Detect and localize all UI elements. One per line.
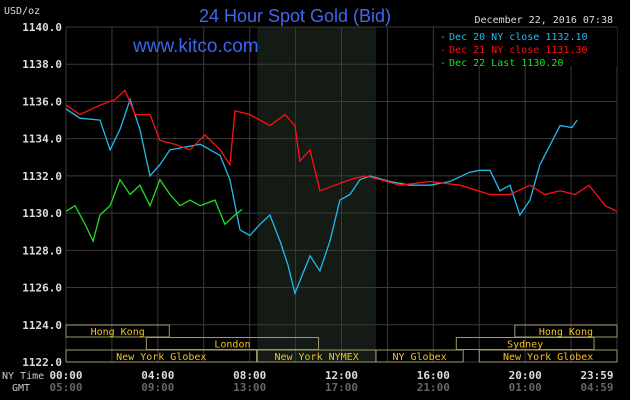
x-tick-label-ny: 12:00 [325, 369, 358, 382]
y-tick-label: 1132.0 [22, 170, 62, 183]
legend-box [434, 28, 617, 66]
y-axis-label: USD/oz [4, 6, 40, 17]
x-tick-label-ny: 16:00 [417, 369, 450, 382]
x-tick-label-gmt: 17:00 [325, 381, 358, 394]
ny-time-label: NY Time [2, 371, 44, 382]
y-tick-label: 1130.0 [22, 207, 62, 220]
series-lines [65, 89, 618, 296]
session-label: Sydney [507, 340, 543, 351]
x-tick-label-gmt: 01:00 [509, 381, 542, 394]
x-tick-label-gmt: 13:00 [233, 381, 266, 394]
x-tick-label-ny: 23:59 [580, 369, 613, 382]
chart-title: 24 Hour Spot Gold (Bid) [199, 6, 391, 26]
legend-item-dec20: - Dec 20 NY close 1132.10 [440, 32, 588, 43]
grid [65, 26, 618, 363]
session-label: New York Globex [116, 352, 206, 363]
x-tick-label-ny: 00:00 [49, 369, 82, 382]
x-tick-label-gmt: 09:00 [141, 381, 174, 394]
y-tick-label: 1122.0 [22, 356, 62, 369]
y-tick-label: 1136.0 [22, 95, 62, 108]
nymex-hours-shade [257, 27, 376, 362]
session-label: New York NYMEX [274, 352, 358, 363]
x-tick-label-gmt: 05:00 [49, 381, 82, 394]
session-bar [65, 324, 170, 338]
y-tick-label: 1124.0 [22, 319, 62, 332]
gmt-label: GMT [12, 383, 30, 394]
session-label: Hong Kong [539, 327, 593, 338]
y-tick-labels: 1140.0 1138.0 1136.0 1134.0 1132.0 1130.0 1128… [22, 21, 62, 369]
legend: - Dec 20 NY close 1132.10 - Dec 21 NY clos… [434, 28, 617, 69]
x-tick-label-ny: 04:00 [141, 369, 174, 382]
session-bar [375, 349, 464, 363]
y-tick-label: 1128.0 [22, 244, 62, 257]
session-bar [478, 349, 618, 363]
session-label: NY Globex [392, 352, 446, 363]
y-tick-label: 1138.0 [22, 58, 62, 71]
y-tick-label: 1134.0 [22, 133, 62, 146]
session-label: Hong Kong [91, 327, 145, 338]
legend-item-dec22: - Dec 22 Last 1130.20 [440, 58, 563, 69]
timestamp: December 22, 2016 07:38 [475, 15, 613, 26]
session-bar [65, 349, 258, 363]
series-line-0 [65, 97, 578, 296]
x-tick-label-gmt: 21:00 [417, 381, 450, 394]
y-tick-label: 1140.0 [22, 21, 62, 34]
x-tick-label-ny: 20:00 [509, 369, 542, 382]
session-label: New York Globex [503, 352, 593, 363]
series-line-2 [65, 178, 243, 243]
session-label: London [214, 340, 250, 351]
watermark: www.kitco.com [132, 36, 259, 57]
legend-item-dec21: - Dec 21 NY close 1131.30 [440, 45, 588, 56]
x-tick-label-gmt: 04:59 [580, 381, 613, 394]
series-line-1 [65, 89, 618, 212]
y-tick-label: 1126.0 [22, 282, 62, 295]
x-tick-label-ny: 08:00 [233, 369, 266, 382]
